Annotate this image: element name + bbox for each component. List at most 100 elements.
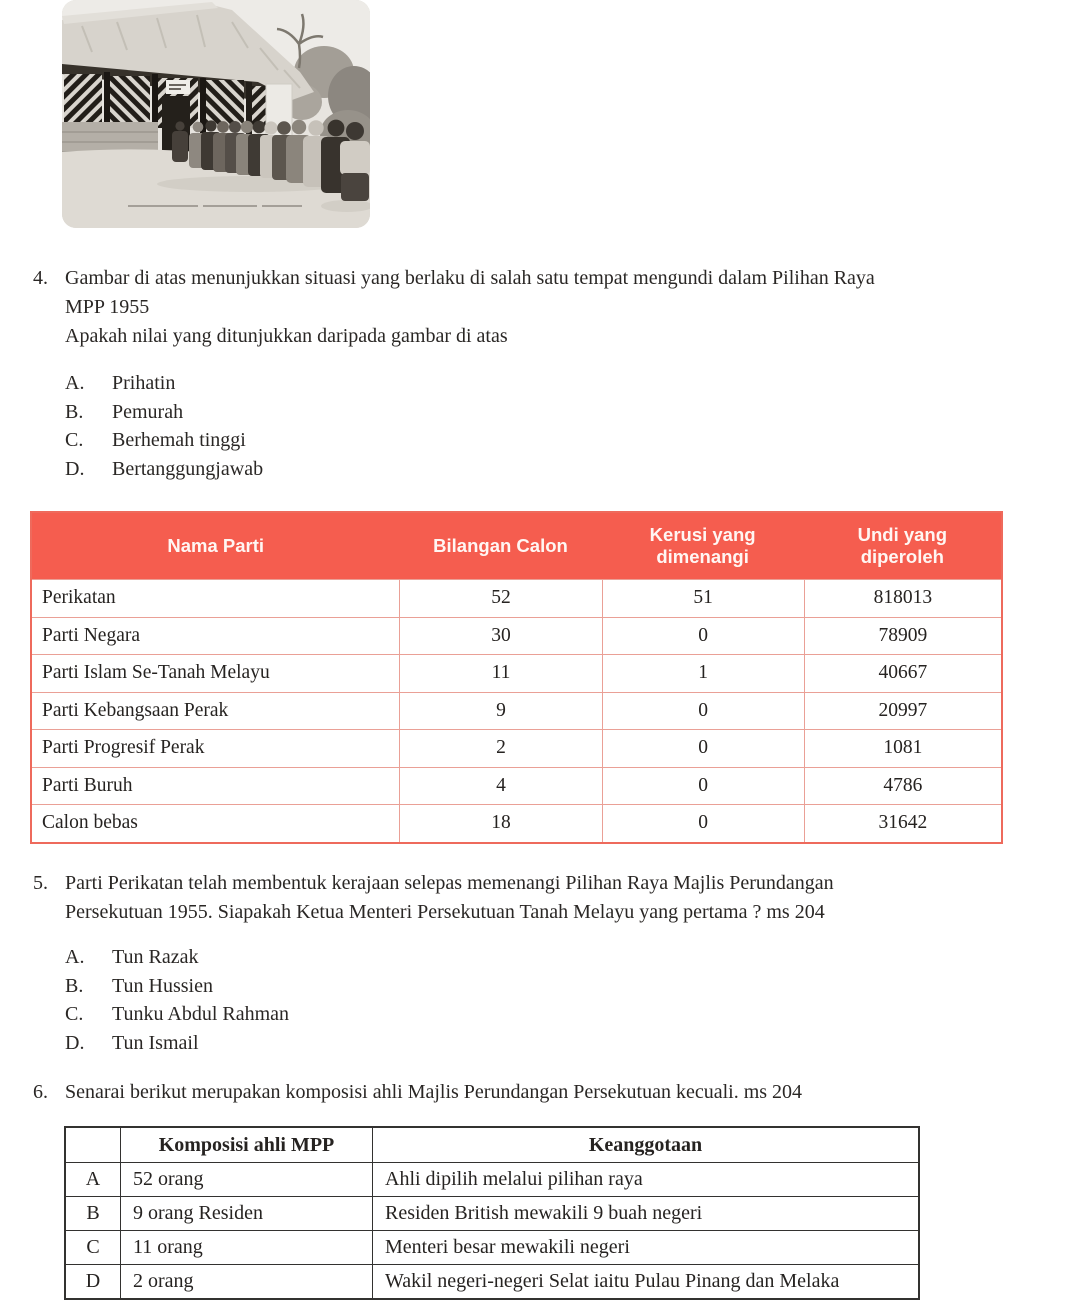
option-d: D. Tun Ismail bbox=[65, 1029, 1043, 1058]
table-row: Parti Progresif Perak 2 0 1081 bbox=[32, 729, 1001, 767]
mpp-header-keanggotaan: Keanggotaan bbox=[372, 1128, 918, 1162]
row-letter: C bbox=[86, 1236, 100, 1258]
results-table-header: Nama Parti Bilangan Calon Kerusi yang di… bbox=[32, 513, 1001, 579]
option-text: Tun Ismail bbox=[112, 1031, 199, 1054]
option-text: Tun Razak bbox=[112, 946, 199, 968]
party-name: Parti Progresif Perak bbox=[42, 737, 205, 759]
votes-received: 40667 bbox=[803, 655, 1001, 692]
votes-received: 20997 bbox=[803, 692, 1001, 729]
option-letter: C. bbox=[65, 1003, 84, 1026]
option-letter: C. bbox=[65, 429, 84, 452]
option-a: A. Prihatin bbox=[65, 369, 1043, 398]
option-text: Berhemah tinggi bbox=[112, 429, 246, 452]
votes-received: 78909 bbox=[803, 617, 1001, 654]
option-letter: D. bbox=[65, 457, 85, 480]
membership-description: Residen British mewakili 9 buah negeri bbox=[372, 1197, 918, 1230]
question-5-line2: Persekutuan 1955. Siapakah Ketua Menteri… bbox=[65, 901, 825, 923]
table-row: B 9 orang Residen Residen British mewaki… bbox=[66, 1196, 918, 1230]
seats-won: 0 bbox=[601, 767, 804, 804]
mpp-composition-table: Komposisi ahli MPP Keanggotaan A 52 oran… bbox=[64, 1126, 920, 1300]
seats-won: 0 bbox=[601, 805, 804, 842]
thatched-roof bbox=[62, 2, 314, 100]
question-6: 6. Senarai berikut merupakan komposisi a… bbox=[33, 1078, 1043, 1107]
question-4-number: 4. bbox=[33, 267, 48, 289]
photo-caption-squiggle bbox=[128, 205, 302, 207]
party-name: Parti Islam Se-Tanah Melayu bbox=[42, 662, 270, 684]
row-letter: D bbox=[85, 1270, 101, 1292]
table-row: D 2 orang Wakil negeri-negeri Selat iait… bbox=[66, 1264, 918, 1298]
votes-received: 31642 bbox=[803, 805, 1001, 842]
option-text: Tunku Abdul Rahman bbox=[112, 1003, 290, 1026]
option-letter: A. bbox=[65, 372, 85, 394]
composition-value: 9 orang Residen bbox=[120, 1197, 372, 1230]
option-c: C. Tunku Abdul Rahman bbox=[65, 1000, 1043, 1029]
table-row: Parti Negara 30 0 78909 bbox=[32, 616, 1001, 654]
polling-photo-illustration bbox=[62, 0, 370, 228]
table-row: Parti Buruh 4 0 4786 bbox=[32, 766, 1001, 804]
mpp-header-blank bbox=[66, 1128, 120, 1162]
question-4-line3: Apakah nilai yang ditunjukkan daripada g… bbox=[65, 325, 508, 347]
question-6-text: Senarai berikut merupakan komposisi ahli… bbox=[65, 1081, 803, 1103]
table-row: Calon bebas 18 0 31642 bbox=[32, 804, 1001, 842]
seats-won: 0 bbox=[601, 692, 804, 729]
party-name: Perikatan bbox=[42, 587, 116, 609]
mpp-table-header: Komposisi ahli MPP Keanggotaan bbox=[66, 1128, 918, 1162]
composition-value: 52 orang bbox=[120, 1163, 372, 1196]
option-d: D. Bertanggungjawab bbox=[65, 455, 1043, 484]
question-5: 5. Parti Perikatan telah membentuk keraj… bbox=[33, 869, 1043, 1057]
question-5-options: A. Tun Razak B. Tun Hussien C. Tunku Abdul … bbox=[65, 943, 1043, 1057]
table-row: Parti Islam Se-Tanah Melayu 11 1 40667 bbox=[32, 654, 1001, 692]
results-header-kerusi: Kerusi yang dimenangi bbox=[649, 524, 756, 567]
membership-description: Menteri besar mewakili negeri bbox=[372, 1231, 918, 1264]
votes-received: 4786 bbox=[803, 767, 1001, 804]
option-b: B. Pemurah bbox=[65, 398, 1043, 427]
composition-value: 11 orang bbox=[120, 1231, 372, 1264]
option-b: B. Tun Hussien bbox=[65, 972, 1043, 1001]
row-letter: A bbox=[85, 1168, 101, 1190]
option-letter: D. bbox=[65, 1031, 85, 1054]
table-row: A 52 orang Ahli dipilih melalui pilihan … bbox=[66, 1162, 918, 1196]
question-5-line1: Parti Perikatan telah membentuk kerajaan… bbox=[65, 872, 834, 894]
option-a: A. Tun Razak bbox=[65, 943, 1043, 972]
candidates-count: 18 bbox=[399, 805, 601, 842]
candidates-count: 30 bbox=[399, 617, 601, 654]
row-letter: B bbox=[86, 1202, 100, 1224]
party-name: Calon bebas bbox=[42, 812, 138, 834]
party-name: Parti Kebangsaan Perak bbox=[42, 699, 229, 721]
party-name: Parti Negara bbox=[42, 624, 140, 646]
election-results-table: Nama Parti Bilangan Calon Kerusi yang di… bbox=[30, 511, 1003, 844]
results-header-undi: Undi yang diperoleh bbox=[857, 524, 948, 567]
option-letter: B. bbox=[65, 400, 84, 423]
membership-description: Wakil negeri-negeri Selat iaitu Pulau Pi… bbox=[372, 1265, 918, 1298]
composition-value: 2 orang bbox=[120, 1265, 372, 1298]
queue-of-voters bbox=[172, 119, 370, 201]
table-row: Parti Kebangsaan Perak 9 0 20997 bbox=[32, 691, 1001, 729]
option-text: Pemurah bbox=[112, 400, 184, 423]
polling-photo bbox=[62, 0, 370, 228]
option-c: C. Berhemah tinggi bbox=[65, 426, 1043, 455]
option-letter: A. bbox=[65, 946, 85, 968]
question-4: 4. Gambar di atas menunjukkan situasi ya… bbox=[33, 264, 1043, 483]
question-4-line2: MPP 1955 bbox=[65, 296, 150, 318]
results-header-nama-parti: Nama Parti bbox=[167, 535, 265, 557]
question-4-options: A. Prihatin B. Pemurah C. Berhemah tinggi D… bbox=[65, 369, 1043, 483]
seats-won: 1 bbox=[601, 655, 804, 692]
candidates-count: 9 bbox=[399, 692, 601, 729]
seats-won: 51 bbox=[601, 580, 804, 617]
question-5-number: 5. bbox=[33, 872, 48, 894]
question-4-line1: Gambar di atas menunjukkan situasi yang … bbox=[65, 267, 875, 289]
candidates-count: 11 bbox=[399, 655, 601, 692]
option-text: Tun Hussien bbox=[112, 974, 213, 997]
votes-received: 818013 bbox=[803, 580, 1001, 617]
option-text: Prihatin bbox=[112, 372, 176, 394]
membership-description: Ahli dipilih melalui pilihan raya bbox=[372, 1163, 918, 1196]
results-header-bilangan-calon: Bilangan Calon bbox=[433, 535, 568, 557]
option-text: Bertanggungjawab bbox=[112, 457, 264, 480]
mpp-header-komposisi: Komposisi ahli MPP bbox=[120, 1128, 372, 1162]
candidates-count: 4 bbox=[399, 767, 601, 804]
notice-sign bbox=[166, 80, 190, 94]
votes-received: 1081 bbox=[803, 730, 1001, 767]
option-letter: B. bbox=[65, 974, 84, 997]
candidates-count: 2 bbox=[399, 730, 601, 767]
table-row: C 11 orang Menteri besar mewakili negeri bbox=[66, 1230, 918, 1264]
